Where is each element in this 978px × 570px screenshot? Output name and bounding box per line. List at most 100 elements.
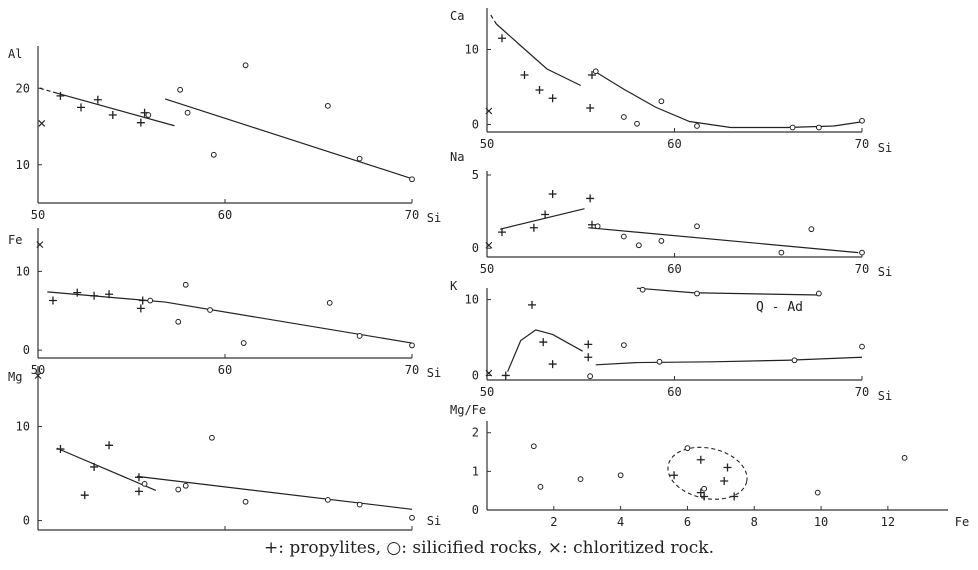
x-tick-label: 50: [480, 137, 494, 151]
point-silicified: [859, 117, 865, 124]
x-tick-label: 70: [405, 363, 419, 377]
trend-line: [595, 71, 864, 129]
point-silicified: [207, 307, 213, 313]
point-silicified: [620, 233, 627, 240]
point-silicified: [859, 249, 865, 256]
point-silicified: [594, 223, 601, 230]
point-silicified: [409, 514, 415, 521]
point-propylite: [548, 190, 557, 199]
point-propylite: [696, 455, 705, 464]
point-propylite: [529, 223, 538, 232]
point-silicified: [240, 340, 247, 346]
point-silicified: [814, 489, 821, 496]
y-tick-label: 10: [16, 264, 30, 278]
point-propylite: [548, 94, 557, 103]
point-silicified: [694, 123, 700, 129]
trend-line: [507, 329, 583, 372]
x-tick-label: 10: [814, 515, 828, 529]
y-tick-label: 0: [23, 343, 30, 357]
y-axis-label: Mg: [8, 370, 22, 384]
point-silicified: [409, 176, 415, 183]
x-axis-label: Si: [427, 514, 441, 528]
point-propylite: [541, 210, 550, 219]
x-tick-label: 6: [684, 515, 691, 529]
y-tick-label: 0: [472, 241, 479, 255]
point-silicified: [209, 434, 215, 441]
point-silicified: [184, 109, 191, 116]
point-silicified: [324, 102, 331, 109]
point-propylite: [136, 118, 145, 127]
point-propylite: [105, 441, 114, 450]
point-propylite: [73, 288, 82, 297]
chart-panel-k: K Si 10 050 60 70 Q - Ad: [450, 279, 892, 403]
point-propylite: [730, 492, 739, 501]
point-chloritized: [485, 107, 493, 115]
y-axis-label: Al: [8, 47, 22, 61]
y-tick-label: 20: [16, 81, 30, 95]
point-silicified: [141, 480, 148, 487]
y-tick-label: 1: [472, 464, 479, 478]
point-silicified: [789, 124, 796, 131]
point-propylite: [56, 445, 65, 454]
trend-line-dashed: [39, 87, 54, 93]
x-tick-label: 50: [480, 385, 494, 399]
point-silicified: [694, 223, 700, 230]
point-propylite: [134, 487, 143, 496]
legend-caption: +: propylites, ○: silicified rocks, ×: c…: [263, 538, 714, 558]
point-silicified: [182, 482, 189, 489]
y-tick-label: 0: [472, 368, 479, 382]
chart-panel-ca: Ca Si 10 050 60 70: [450, 8, 892, 155]
point-silicified: [210, 151, 217, 158]
point-silicified: [778, 249, 785, 256]
point-silicified: [182, 281, 189, 288]
y-axis-label: Ca: [450, 9, 464, 23]
point-propylite: [720, 477, 729, 486]
trend-line: [164, 98, 415, 180]
point-silicified: [791, 357, 798, 364]
point-chloritized: [485, 241, 493, 249]
point-silicified: [145, 112, 152, 118]
point-propylite: [56, 91, 65, 100]
point-silicified: [684, 445, 691, 452]
point-chloritized: [36, 241, 44, 248]
y-tick-label: 0: [23, 514, 30, 528]
figure: AlSi2010506070FeSi100506070MgSi100506070…: [8, 8, 969, 531]
y-axis-label: K: [450, 279, 458, 293]
point-silicified: [175, 318, 182, 325]
x-tick-label: 60: [218, 208, 232, 222]
point-propylite: [700, 492, 709, 501]
point-silicified: [242, 62, 249, 69]
point-propylite: [588, 71, 596, 79]
x-tick-label: 60: [218, 363, 232, 377]
point-propylite: [584, 340, 593, 349]
x-tick-label: 8: [751, 515, 758, 529]
x-axis-label: Si: [878, 265, 892, 279]
annotation-label: Q - Ad: [756, 300, 803, 315]
x-tick-label: 70: [855, 262, 869, 276]
point-propylite: [520, 71, 529, 79]
point-silicified: [537, 483, 544, 490]
y-tick-label: 0: [472, 118, 479, 132]
x-tick-label: 60: [667, 137, 681, 151]
point-propylite: [80, 491, 89, 500]
point-silicified: [901, 454, 908, 461]
point-propylite: [588, 220, 596, 229]
y-tick-label: 10: [16, 419, 30, 433]
trend-line-dashed: [490, 14, 497, 25]
x-axis-label: Si: [427, 366, 441, 380]
point-silicified: [808, 226, 815, 233]
point-propylite: [586, 104, 595, 112]
x-tick-label: 60: [667, 385, 681, 399]
y-tick-label: 10: [16, 158, 30, 172]
group-ellipse: [667, 446, 748, 500]
point-silicified: [356, 333, 363, 339]
x-tick-label: 70: [405, 208, 419, 222]
point-silicified: [242, 498, 249, 505]
y-tick-label: 2: [472, 426, 479, 440]
point-propylite: [501, 371, 510, 380]
x-tick-label: 50: [480, 262, 494, 276]
point-chloritized: [485, 369, 493, 377]
y-axis-label: Fe: [8, 233, 22, 247]
